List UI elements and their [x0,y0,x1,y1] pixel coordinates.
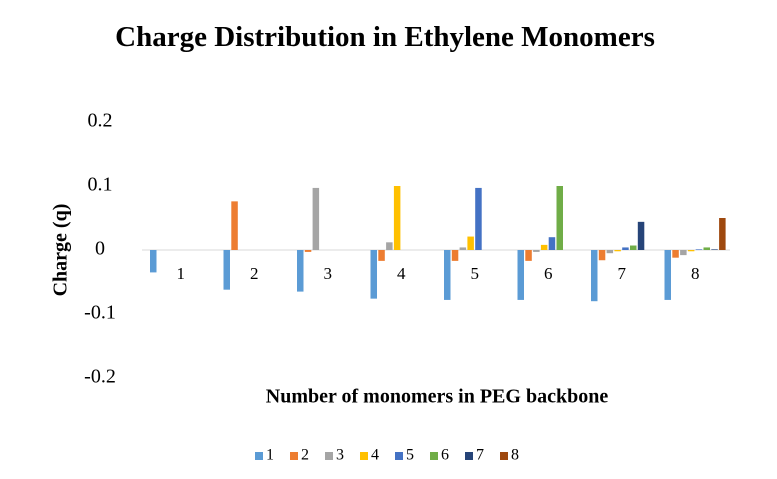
legend-label: 4 [371,447,379,464]
bar [467,236,474,250]
y-tick-label: 0 [95,238,105,260]
legend-swatch [325,452,333,460]
chart-title: Charge Distribution in Ethylene Monomers [115,21,655,53]
bar [540,244,548,250]
bar [223,250,230,290]
legend-swatch [360,452,368,460]
legend-label: 5 [406,447,414,464]
bar [703,247,710,250]
legend-swatch [255,452,263,460]
x-tick-label: 8 [691,264,700,283]
y-tick-label: -0.2 [84,366,116,388]
x-tick-label: 2 [250,264,259,283]
bar [475,187,482,250]
y-tick-label: 0.1 [88,174,113,196]
bar [370,250,377,299]
bar [297,250,304,292]
bar [150,250,157,273]
bar [533,250,540,252]
bar [672,250,679,258]
x-axis-title: Number of monomers in PEG backbone [266,386,609,408]
legend-label: 2 [301,447,309,464]
bar [664,250,671,300]
legend-label: 8 [511,447,519,464]
bar [312,187,320,250]
bar [622,247,629,250]
bar [556,186,563,250]
bar [548,237,556,250]
bar [378,250,385,261]
bar [451,250,459,261]
x-tick-label: 7 [618,264,627,283]
y-tick-label: -0.1 [84,302,116,324]
legend-label: 1 [266,447,274,464]
bar [711,249,718,250]
legend-label: 7 [476,447,484,464]
legend-swatch [430,452,438,460]
legend-swatch [465,452,473,460]
bar [304,250,312,252]
legend-swatch [395,452,403,460]
x-tick-label: 1 [177,264,186,283]
bar [386,242,393,250]
bar [231,201,238,250]
bar [459,247,467,250]
bar [598,250,606,261]
bar [606,250,614,254]
bar [680,250,687,256]
bar [591,250,598,302]
x-tick-label: 5 [471,264,480,283]
bar [637,221,645,250]
bar [444,250,451,300]
y-tick-label: 0.2 [88,110,113,132]
x-tick-label: 4 [397,264,406,283]
legend-swatch [290,452,298,460]
bar [393,186,401,250]
x-tick-label: 3 [324,264,333,283]
legend-swatch [500,452,508,460]
bar [525,250,532,261]
x-tick-label: 6 [544,264,553,283]
legend-label: 3 [336,447,344,464]
bar [614,250,621,252]
bar [687,250,695,252]
legend-label: 6 [441,447,449,464]
bar [719,218,726,250]
y-axis-title: Charge (q) [50,204,72,297]
bar [517,250,524,300]
bar [695,249,703,250]
bar [630,245,637,250]
